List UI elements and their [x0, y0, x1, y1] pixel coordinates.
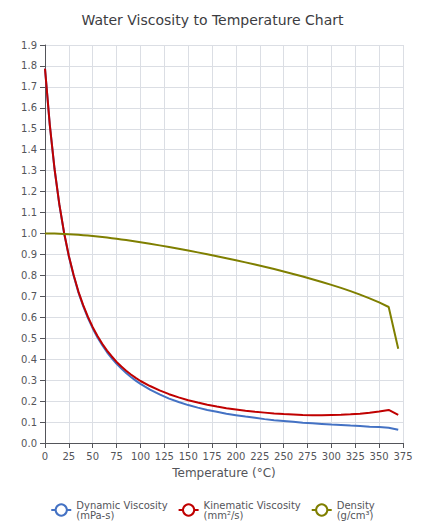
svg-text:1.5: 1.5 [21, 123, 37, 134]
svg-text:325: 325 [346, 451, 365, 462]
svg-text:1.1: 1.1 [21, 207, 37, 218]
svg-text:(g/cm³): (g/cm³) [337, 510, 374, 521]
svg-text:375: 375 [393, 451, 412, 462]
svg-text:100: 100 [131, 451, 150, 462]
svg-text:Kinematic Viscosity: Kinematic Viscosity [203, 499, 301, 511]
svg-text:0.5: 0.5 [21, 333, 37, 344]
svg-text:1.9: 1.9 [21, 40, 37, 51]
svg-text:1.4: 1.4 [21, 144, 37, 155]
svg-text:1.7: 1.7 [21, 81, 37, 92]
svg-text:1.0: 1.0 [21, 228, 37, 239]
svg-text:50: 50 [86, 451, 99, 462]
svg-text:125: 125 [155, 451, 174, 462]
svg-text:350: 350 [370, 451, 389, 462]
svg-text:(mPa-s): (mPa-s) [76, 510, 114, 521]
svg-text:150: 150 [179, 451, 198, 462]
svg-text:Density: Density [336, 499, 375, 511]
svg-text:200: 200 [226, 451, 245, 462]
svg-text:0.3: 0.3 [21, 375, 37, 386]
svg-text:0: 0 [42, 451, 48, 462]
svg-text:0.4: 0.4 [21, 354, 37, 365]
svg-text:Temperature (°C): Temperature (°C) [171, 466, 276, 480]
svg-text:0.8: 0.8 [21, 270, 37, 281]
svg-text:1.3: 1.3 [21, 165, 37, 176]
svg-text:Water Viscosity to Temperature: Water Viscosity to Temperature Chart [81, 12, 344, 28]
svg-text:Dynamic Viscosity: Dynamic Viscosity [76, 499, 168, 511]
svg-text:250: 250 [274, 451, 293, 462]
svg-text:0.9: 0.9 [21, 249, 37, 260]
svg-text:75: 75 [110, 451, 123, 462]
svg-text:275: 275 [298, 451, 317, 462]
svg-text:0.2: 0.2 [21, 396, 37, 407]
svg-text:25: 25 [62, 451, 75, 462]
svg-text:(mm²/s): (mm²/s) [204, 510, 244, 521]
svg-text:0.0: 0.0 [21, 438, 37, 449]
svg-text:300: 300 [322, 451, 341, 462]
svg-text:1.6: 1.6 [21, 102, 37, 113]
svg-text:1.8: 1.8 [21, 60, 37, 71]
svg-text:175: 175 [203, 451, 222, 462]
svg-text:225: 225 [250, 451, 269, 462]
svg-text:0.7: 0.7 [21, 291, 37, 302]
svg-text:1.2: 1.2 [21, 186, 37, 197]
svg-text:0.6: 0.6 [21, 312, 37, 323]
svg-text:0.1: 0.1 [21, 417, 37, 428]
